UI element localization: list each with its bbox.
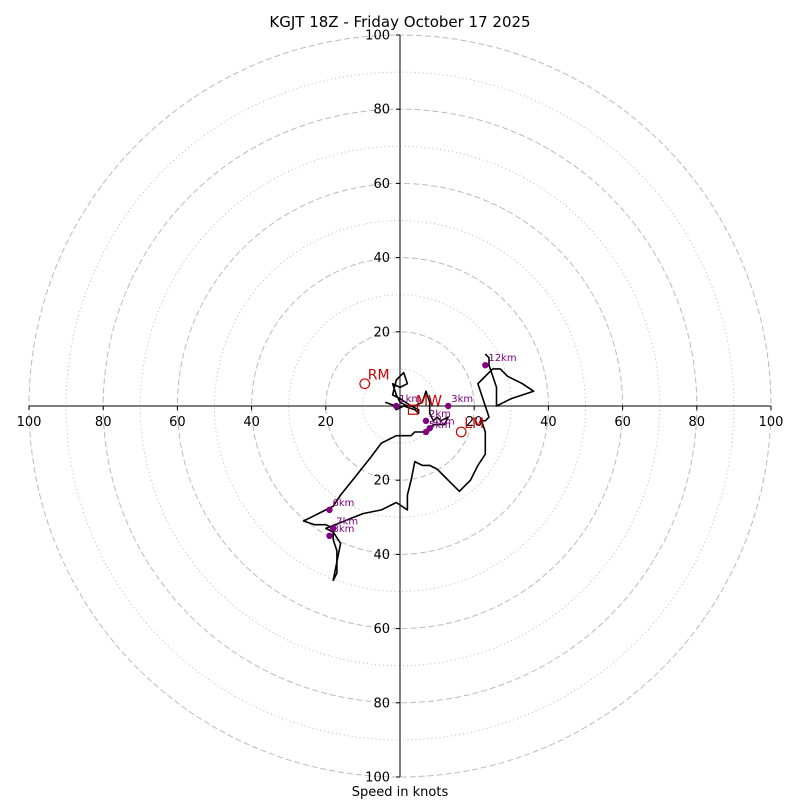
x-tick-label: 80 [95, 415, 112, 430]
height-marker-dot [393, 402, 400, 410]
storm-motion-label: LM [464, 416, 484, 432]
height-marker-label: 2km [429, 409, 451, 420]
y-tick-label: 100 [365, 771, 390, 786]
storm-motion-label: RM [368, 368, 390, 384]
storm-motion-label: MW [416, 394, 442, 410]
axes [29, 35, 771, 777]
x-tick-label: 100 [759, 415, 784, 430]
height-marker-label: 4km [433, 416, 455, 427]
y-tick-label: 80 [373, 696, 390, 711]
wind-trace [302, 353, 535, 582]
x-tick-label: 60 [614, 415, 631, 430]
height-marker-label: 1km [399, 394, 421, 405]
height-marker-dot [445, 402, 452, 410]
y-tick-label: 60 [373, 622, 390, 637]
height-marker-label: 5km [429, 420, 451, 431]
x-tick-label: 100 [17, 415, 42, 430]
height-marker-dot [422, 417, 430, 425]
y-tick-label: 100 [365, 29, 390, 44]
x-tick-label: 20 [318, 415, 335, 430]
x-tick-label: 60 [169, 415, 186, 430]
height-marker-label: 12km [488, 353, 516, 364]
wind-trace-line [302, 353, 535, 582]
height-marker-label: 6km [333, 498, 355, 509]
y-tick-label: 60 [373, 177, 390, 192]
height-marker-dot [482, 361, 489, 369]
storm-motion-marker [455, 426, 467, 438]
y-tick-label: 40 [373, 548, 390, 563]
mean-wind-marker [407, 404, 419, 415]
height-marker-dot [326, 506, 333, 514]
y-tick-label: 80 [373, 103, 390, 118]
x-tick-label: 40 [243, 415, 260, 430]
x-tick-label: 40 [540, 415, 557, 430]
x-axis-label: Speed in knots [352, 785, 449, 800]
height-marker-dot [422, 428, 430, 436]
y-tick-label: 40 [373, 251, 390, 266]
height-marker-dot [326, 532, 333, 540]
height-marker-label: 7km [336, 516, 358, 527]
x-tick-label: 20 [466, 415, 483, 430]
height-marker-label: 3km [451, 394, 473, 405]
height-marker-label: 8km [333, 524, 355, 535]
storm-motion-marker [359, 378, 371, 390]
y-tick-label: 20 [373, 325, 390, 340]
chart-title: KGJT 18Z - Friday October 17 2025 [269, 13, 530, 31]
height-marker-dot [330, 525, 337, 532]
y-tick-label: 20 [373, 474, 390, 489]
storm-motion-markers: RM LM MW [359, 368, 484, 438]
tick-labels: 100 80 60 40 20 20 40 60 80 100 100 80 60 40 20 20 40 60 8… [17, 29, 784, 786]
x-tick-label: 80 [689, 415, 706, 430]
